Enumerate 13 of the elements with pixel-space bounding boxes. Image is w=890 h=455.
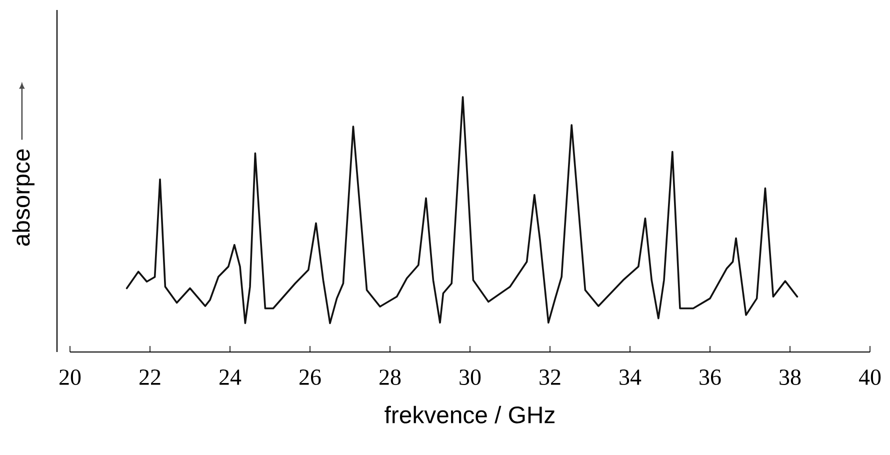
x-tick-label: 24 (220, 370, 242, 385)
x-tick-label: 34 (620, 370, 642, 385)
x-tick-label: 32 (540, 370, 560, 385)
y-axis-title: absorpce (12, 149, 34, 246)
x-tick-label: 40 (859, 370, 881, 385)
x-tick-label: 30 (460, 370, 481, 385)
x-tick-label: 22 (140, 370, 160, 385)
x-tick-label: 26 (300, 370, 321, 385)
x-tick-label: 38 (780, 370, 801, 385)
x-axis-title: frekvence / GHz (384, 406, 554, 424)
x-tick-label: 36 (700, 370, 721, 385)
x-tick-label: 20 (60, 370, 81, 385)
x-tick-label: 28 (380, 370, 401, 385)
